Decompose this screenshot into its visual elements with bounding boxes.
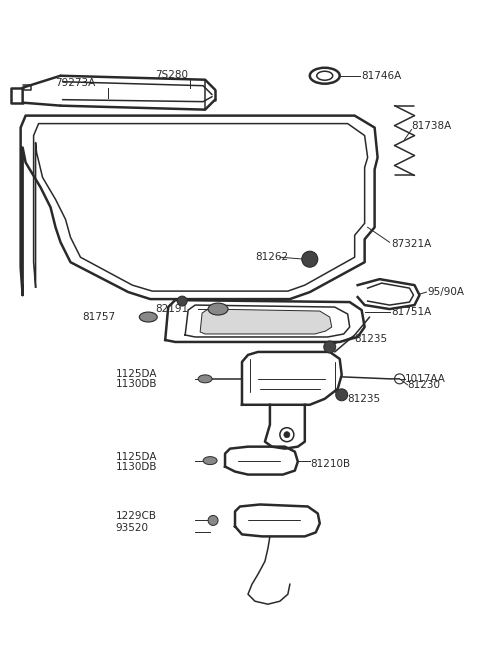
Text: 81230: 81230 (408, 380, 441, 390)
Circle shape (336, 389, 348, 401)
Circle shape (324, 341, 336, 353)
Text: 82191: 82191 (155, 304, 188, 314)
Text: 1229CB: 1229CB (115, 511, 156, 522)
Text: 81757: 81757 (83, 312, 116, 322)
Text: 1130DB: 1130DB (115, 379, 157, 389)
Text: 1130DB: 1130DB (115, 462, 157, 472)
Text: 1125DA: 1125DA (115, 369, 157, 379)
Circle shape (302, 251, 318, 267)
Text: 1017AA: 1017AA (405, 374, 445, 384)
Text: 79273A: 79273A (56, 78, 96, 88)
Text: 81235: 81235 (348, 394, 381, 404)
Circle shape (177, 296, 187, 306)
Ellipse shape (208, 303, 228, 315)
Text: 81262: 81262 (255, 252, 288, 262)
Circle shape (284, 432, 290, 438)
Text: 81738A: 81738A (411, 121, 452, 131)
Ellipse shape (139, 312, 157, 322)
Text: 95/90A: 95/90A (428, 287, 465, 297)
Circle shape (208, 516, 218, 526)
Ellipse shape (198, 375, 212, 383)
Text: 81210B: 81210B (310, 459, 350, 468)
Text: 81746A: 81746A (361, 71, 402, 81)
Text: 93520: 93520 (115, 524, 148, 533)
Text: 81751A: 81751A (392, 307, 432, 317)
Text: 7S280: 7S280 (155, 70, 188, 79)
Ellipse shape (203, 457, 217, 464)
Polygon shape (200, 309, 332, 334)
Text: 87321A: 87321A (392, 239, 432, 249)
Text: 1125DA: 1125DA (115, 451, 157, 462)
Text: 81235: 81235 (355, 334, 388, 344)
